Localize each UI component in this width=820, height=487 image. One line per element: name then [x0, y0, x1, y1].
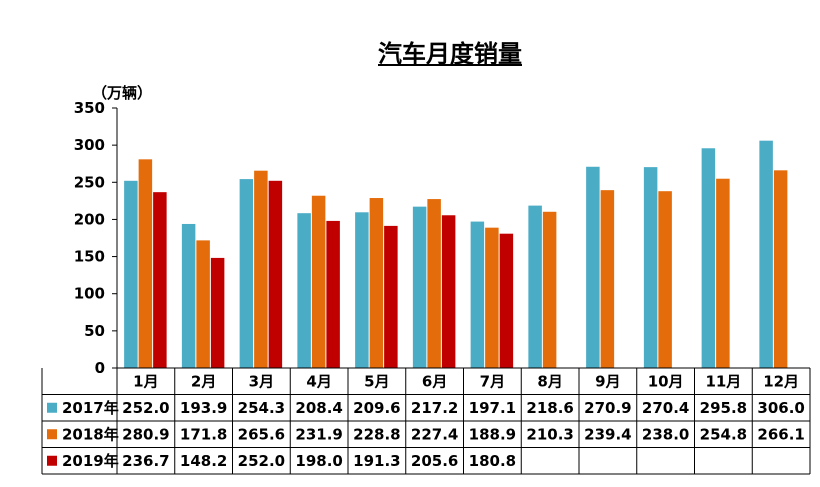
bar-2017年-5月 [355, 212, 369, 368]
y-tick-label: 100 [74, 285, 105, 303]
y-tick-label: 150 [74, 248, 105, 266]
data-label: 205.6 [411, 452, 458, 470]
bar-2018年-2月 [196, 240, 210, 368]
data-label: 239.4 [584, 425, 631, 443]
x-tick-label: 2月 [191, 372, 216, 390]
x-tick-label: 4月 [306, 372, 331, 390]
bar-2019年-2月 [210, 257, 225, 368]
bar-2018年-5月 [369, 198, 384, 368]
bar-2017年-7月 [470, 221, 485, 368]
bar-2017年-10月 [643, 167, 658, 368]
bar-2018年-12月 [773, 170, 788, 368]
data-label: 306.0 [757, 399, 804, 417]
bar-2017年-2月 [181, 223, 196, 368]
data-label: 191.3 [353, 452, 400, 470]
bar-2019年-6月 [441, 215, 456, 368]
x-tick-label: 12月 [763, 372, 799, 390]
x-tick-label: 8月 [537, 372, 562, 390]
data-label: 198.0 [295, 452, 342, 470]
bar-2017年-9月 [586, 166, 600, 368]
legend-swatch-2017年 [47, 402, 57, 413]
bar-2017年-6月 [412, 206, 427, 368]
x-tick-label: 1月 [133, 372, 158, 390]
legend-swatch-2018年 [47, 429, 57, 440]
data-label: 227.4 [411, 425, 458, 443]
data-label: 295.8 [700, 399, 747, 417]
bar-2019年-4月 [326, 220, 340, 368]
data-label: 265.6 [238, 425, 285, 443]
bar-2017年-12月 [759, 140, 773, 368]
bar-2018年-7月 [485, 227, 499, 368]
bar-2017年-11月 [701, 148, 716, 368]
data-label: 180.8 [469, 452, 516, 470]
bar-2017年-4月 [297, 213, 311, 368]
data-label: 252.0 [122, 399, 169, 417]
bar-2019年-3月 [268, 180, 283, 368]
data-label: 280.9 [122, 425, 169, 443]
data-label: 254.3 [238, 399, 285, 417]
y-tick-label: 350 [74, 99, 105, 117]
data-label: 218.6 [526, 399, 573, 417]
bar-2018年-6月 [427, 199, 441, 368]
y-tick-label: 250 [74, 173, 105, 191]
data-label: 231.9 [295, 425, 342, 443]
bar-2018年-4月 [311, 195, 326, 368]
data-label: 171.8 [180, 425, 227, 443]
y-tick-label: 0 [95, 359, 105, 377]
legend-label: 2018年 [62, 425, 119, 443]
bar-2018年-8月 [542, 211, 557, 368]
y-axis-unit-label: （万辆） [92, 84, 153, 102]
data-label: 228.8 [353, 425, 400, 443]
data-label: 238.0 [642, 425, 689, 443]
bar-2018年-1月 [138, 159, 153, 368]
y-tick-label: 200 [74, 210, 105, 228]
y-tick-label: 50 [84, 322, 105, 340]
data-label: 209.6 [353, 399, 400, 417]
data-label: 217.2 [411, 399, 458, 417]
chart-title: 汽车月度销量 [0, 34, 820, 69]
legend-label: 2019年 [62, 452, 119, 470]
data-label: 266.1 [757, 425, 804, 443]
bar-2017年-1月 [124, 180, 138, 368]
y-tick-label: 300 [74, 136, 105, 154]
data-label: 148.2 [180, 452, 227, 470]
bar-2019年-1月 [153, 192, 167, 368]
x-tick-label: 10月 [648, 372, 684, 390]
x-tick-label: 3月 [249, 372, 274, 390]
bar-2019年-5月 [384, 225, 398, 368]
x-tick-label: 5月 [364, 372, 389, 390]
legend-swatch-2019年 [47, 455, 57, 466]
data-label: 270.4 [642, 399, 689, 417]
x-tick-label: 7月 [480, 372, 505, 390]
legend-label: 2017年 [62, 399, 119, 417]
chart-title-text: 汽车月度销量 [378, 40, 522, 68]
bar-2019年-7月 [499, 233, 514, 368]
data-label: 210.3 [526, 425, 573, 443]
data-label: 254.8 [700, 425, 747, 443]
data-label: 188.9 [469, 425, 516, 443]
bar-2017年-8月 [528, 205, 542, 368]
x-tick-label: 9月 [595, 372, 620, 390]
data-label: 193.9 [180, 399, 227, 417]
bar-2018年-3月 [254, 170, 268, 368]
data-label: 252.0 [238, 452, 285, 470]
data-label: 270.9 [584, 399, 631, 417]
data-label: 197.1 [469, 399, 516, 417]
x-tick-label: 6月 [422, 372, 447, 390]
bar-2018年-10月 [658, 191, 672, 368]
bar-2017年-3月 [239, 179, 254, 368]
x-tick-label: 11月 [705, 372, 741, 390]
bar-2018年-11月 [716, 178, 730, 368]
bar-2018年-9月 [600, 190, 615, 368]
data-label: 236.7 [122, 452, 169, 470]
data-label: 208.4 [295, 399, 342, 417]
